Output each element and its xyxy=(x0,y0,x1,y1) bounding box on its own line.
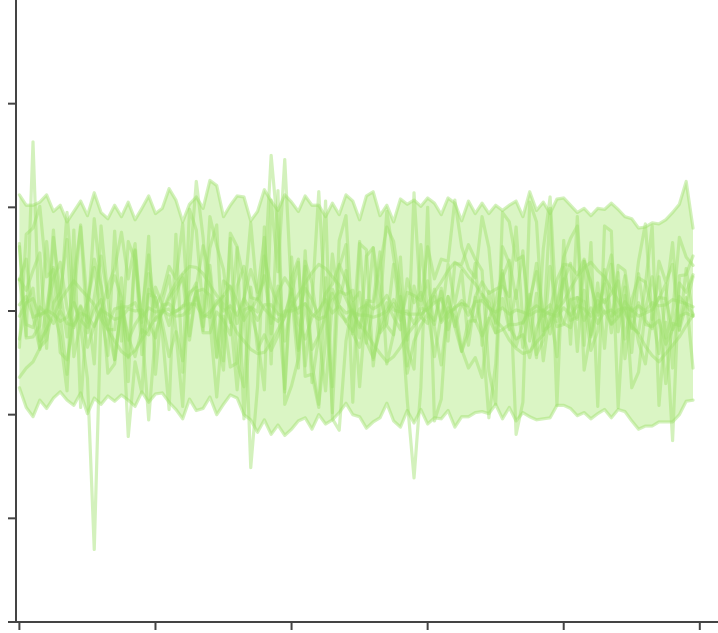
line-chart xyxy=(0,0,718,633)
chart-area xyxy=(0,0,718,633)
